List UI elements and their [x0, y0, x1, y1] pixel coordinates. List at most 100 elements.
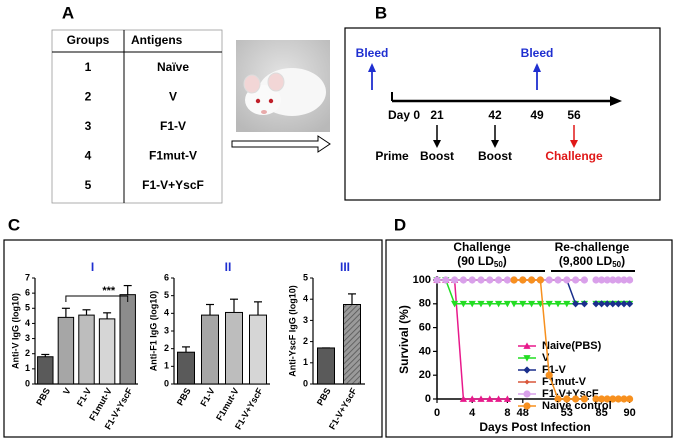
bar — [249, 314, 267, 385]
y-tick-label: 80 — [419, 298, 431, 310]
marker — [486, 276, 494, 284]
table-cell: F1-V — [160, 119, 186, 133]
legend-label: V — [542, 352, 550, 364]
marker — [477, 395, 485, 402]
bar — [225, 311, 243, 385]
marker — [459, 276, 467, 284]
marker — [468, 300, 476, 308]
y-tick-label: 5 — [25, 303, 30, 313]
day-label: 42 — [488, 108, 502, 122]
legend-label: Naive(PBS) — [542, 340, 602, 352]
y-tick-label: 4 — [303, 294, 308, 304]
marker — [614, 276, 623, 284]
legend-label: F1-V — [542, 364, 567, 376]
bar — [78, 314, 95, 385]
bar — [177, 351, 195, 385]
marker — [563, 300, 571, 308]
x-tick-label: V — [61, 386, 73, 396]
marker — [572, 300, 580, 308]
significance-label: *** — [102, 285, 116, 297]
marker — [468, 395, 476, 402]
table-cell: 3 — [85, 119, 92, 133]
y-tick-label: 3 — [164, 325, 169, 335]
table-cell: F1mut-V — [149, 149, 197, 163]
marker — [459, 300, 467, 308]
table-cell: 4 — [85, 149, 92, 163]
legend-marker — [523, 390, 531, 398]
legend-marker — [523, 355, 531, 362]
annotation-dose-part: (9,800 LD — [559, 254, 613, 268]
y-tick-label: 60 — [419, 322, 431, 334]
marker — [486, 300, 494, 308]
y-axis-label: Anti-YscF IgG (log10) — [287, 285, 297, 377]
y-axis-label: Anti-V IgG (log10) — [10, 293, 20, 369]
bleed-label: Bleed — [356, 46, 389, 60]
marker — [468, 276, 476, 284]
marker — [603, 300, 611, 308]
annotation-dose: (90 LD50) — [457, 254, 507, 269]
bar — [343, 304, 361, 385]
x-tick-label: 85 — [595, 407, 607, 419]
marker — [563, 276, 571, 284]
annotation-dose-part: ) — [503, 254, 507, 268]
y-tick-label: 1 — [164, 361, 169, 371]
panel-label: A — [62, 3, 74, 22]
day-label: 21 — [430, 108, 444, 122]
significance-bracket — [65, 295, 129, 302]
table-cell: V — [169, 90, 177, 104]
x-tick-label: 53 — [561, 407, 573, 419]
bar — [119, 294, 136, 385]
marker — [510, 276, 518, 284]
marker — [503, 395, 511, 402]
marker — [528, 276, 536, 284]
x-axis-label: Days Post Infection — [479, 420, 590, 434]
x-tick-label: F1-V — [198, 386, 216, 408]
panel-d-frame — [385, 239, 673, 438]
marker — [495, 300, 503, 308]
legend-label: Naive control — [542, 400, 612, 412]
bar — [201, 314, 219, 385]
annotation-dose-part: 50 — [494, 260, 503, 269]
marker — [592, 395, 600, 403]
y-tick-label: 40 — [419, 345, 431, 357]
marker — [495, 395, 503, 402]
marker — [626, 276, 634, 284]
marker — [528, 300, 536, 308]
marker — [592, 300, 600, 308]
mouse-photo — [236, 40, 330, 132]
legend-label: F1-V+YscF — [542, 388, 599, 400]
marker — [554, 395, 562, 403]
bleed-label: Bleed — [521, 46, 554, 60]
panel-b-frame — [344, 27, 661, 201]
marker — [572, 276, 580, 284]
marker — [620, 300, 628, 308]
marker — [603, 276, 611, 284]
marker — [451, 300, 459, 308]
marker — [554, 276, 562, 284]
event-label: Boost — [478, 149, 512, 163]
bar — [317, 347, 335, 385]
panel-label: B — [375, 3, 387, 22]
y-tick-label: 1 — [303, 357, 308, 367]
day-label: 56 — [567, 108, 581, 122]
y-tick-label: 2 — [25, 348, 30, 358]
table-cell: 2 — [85, 90, 92, 104]
marker — [536, 276, 545, 284]
table-cell: 5 — [85, 178, 92, 192]
marker — [620, 276, 628, 284]
marker — [626, 395, 634, 403]
day-label: Day 0 — [388, 108, 420, 122]
table-cell: Naïve — [157, 60, 189, 74]
marker — [609, 276, 617, 284]
marker — [598, 300, 606, 308]
marker — [609, 300, 617, 308]
y-tick-label: 0 — [425, 393, 431, 405]
y-tick-label: 3 — [303, 315, 308, 325]
y-axis-label: Survival (%) — [397, 305, 411, 374]
marker — [495, 276, 503, 284]
x-tick-label: F1mut-V — [214, 386, 241, 422]
marker — [580, 276, 589, 284]
y-tick-label: 4 — [164, 308, 169, 318]
x-tick-label: F1-V — [75, 386, 93, 408]
